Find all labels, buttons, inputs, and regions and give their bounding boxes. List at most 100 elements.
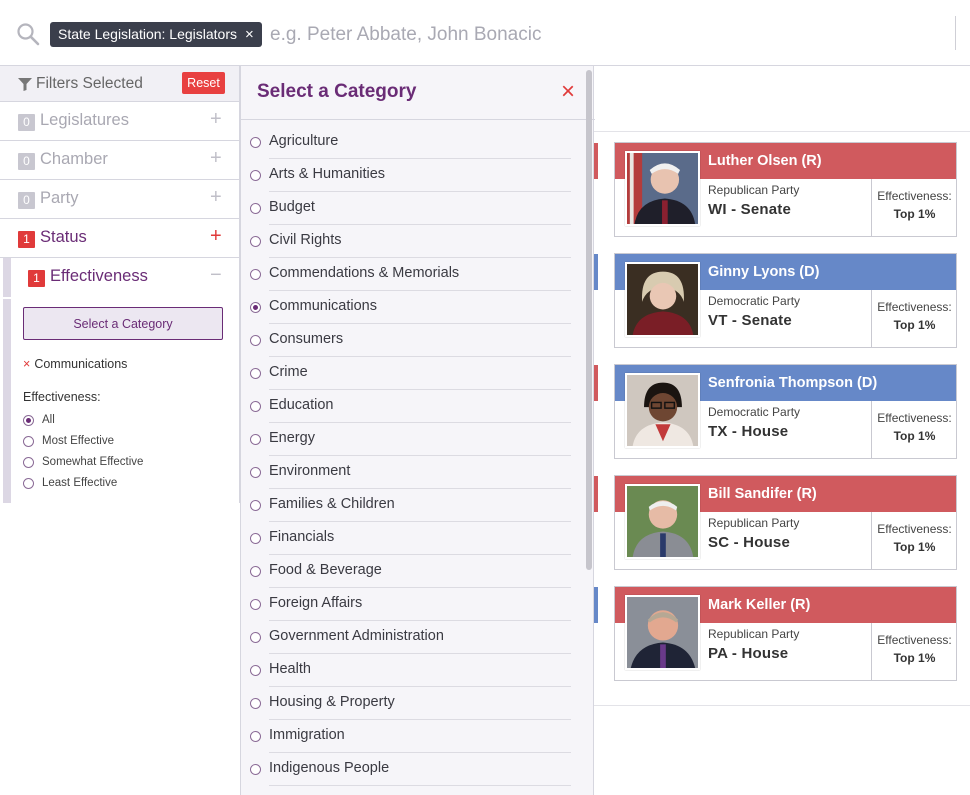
search-icon[interactable] [16, 22, 40, 46]
category-option[interactable]: Indigenous People [241, 753, 581, 786]
filter-count-badge: 1 [18, 231, 35, 248]
category-option[interactable]: Housing & Property [241, 687, 581, 720]
filter-row-status[interactable]: 1 Status + [0, 219, 239, 258]
plus-icon[interactable]: + [210, 186, 222, 208]
plus-icon[interactable]: + [210, 225, 222, 247]
filter-row-chamber[interactable]: 0 Chamber + [0, 141, 239, 180]
category-option-label: Families & Children [269, 496, 395, 512]
close-icon[interactable]: × [245, 26, 254, 43]
radio-selected-icon[interactable] [250, 302, 261, 313]
category-scrollbar[interactable] [586, 70, 592, 570]
radio-icon[interactable] [250, 170, 261, 181]
plus-icon[interactable]: + [210, 108, 222, 130]
legislator-card[interactable]: Senfronia Thompson (D) Democratic Party … [614, 364, 957, 459]
radio-icon[interactable] [250, 434, 261, 445]
category-option[interactable]: Civil Rights [241, 225, 581, 258]
category-option[interactable]: Arts & Humanities [241, 159, 581, 192]
legislator-card[interactable]: Luther Olsen (R) Republican Party WI - S… [614, 142, 957, 237]
category-option[interactable]: Immigration [241, 720, 581, 753]
radio-icon[interactable] [250, 665, 261, 676]
category-option[interactable]: Families & Children [241, 489, 581, 522]
radio-icon[interactable] [250, 203, 261, 214]
legislator-card[interactable]: Bill Sandifer (R) Republican Party SC - … [614, 475, 957, 570]
legislator-card[interactable]: Ginny Lyons (D) Democratic Party VT - Se… [614, 253, 957, 348]
effectiveness-option-least[interactable]: Least Effective [23, 477, 117, 489]
radio-icon[interactable] [250, 566, 261, 577]
radio-icon[interactable] [23, 435, 34, 447]
radio-icon[interactable] [250, 764, 261, 775]
legislator-party: Republican Party [708, 627, 800, 641]
filter-count-badge: 0 [18, 114, 35, 131]
radio-icon[interactable] [23, 477, 34, 489]
category-divider [269, 587, 571, 588]
category-option[interactable]: Budget [241, 192, 581, 225]
category-option[interactable]: Crime [241, 357, 581, 390]
effectiveness-option-most[interactable]: Most Effective [23, 435, 114, 447]
category-divider [269, 653, 571, 654]
category-dropdown-title: Select a Category [257, 81, 417, 102]
radio-icon[interactable] [250, 236, 261, 247]
filter-label: Chamber [40, 150, 108, 168]
radio-icon[interactable] [250, 500, 261, 511]
category-option-label: Foreign Affairs [269, 595, 363, 611]
category-divider [269, 455, 571, 456]
effectiveness-option-somewhat[interactable]: Somewhat Effective [23, 456, 143, 468]
radio-icon[interactable] [250, 599, 261, 610]
radio-icon[interactable] [250, 335, 261, 346]
category-option[interactable]: Health [241, 654, 581, 687]
category-option[interactable]: Financials [241, 522, 581, 555]
category-option[interactable]: Education [241, 390, 581, 423]
search-token: State Legislation: Legislators × [50, 22, 262, 47]
plus-icon[interactable]: + [210, 147, 222, 169]
legislator-party: Democratic Party [708, 405, 801, 419]
filter-row-effectiveness[interactable]: 1 Effectiveness − [0, 258, 239, 297]
category-option-label: Arts & Humanities [269, 166, 386, 182]
radio-icon[interactable] [23, 456, 34, 468]
radio-icon[interactable] [250, 731, 261, 742]
legislator-district: VT - Senate [708, 312, 792, 329]
category-option-label: Environment [269, 463, 351, 479]
active-accent-bar [3, 258, 11, 297]
reset-button[interactable]: Reset [182, 72, 225, 94]
filter-row-party[interactable]: 0 Party + [0, 180, 239, 219]
remove-category-icon[interactable]: × [23, 357, 31, 371]
category-option[interactable]: Communications [241, 291, 581, 324]
category-divider [269, 389, 571, 390]
category-option[interactable]: Foreign Affairs [241, 588, 581, 621]
filter-row-legislatures[interactable]: 0 Legislatures + [0, 102, 239, 141]
results-divider-bottom [594, 705, 970, 706]
filters-header: Filters Selected Reset [0, 66, 239, 102]
filter-label: Status [40, 228, 87, 246]
close-icon[interactable]: × [561, 78, 576, 105]
radio-icon[interactable] [250, 467, 261, 478]
radio-selected-icon[interactable] [23, 414, 34, 426]
radio-icon[interactable] [250, 632, 261, 643]
radio-icon[interactable] [250, 269, 261, 280]
radio-icon[interactable] [250, 401, 261, 412]
radio-icon[interactable] [250, 368, 261, 379]
effectiveness-option-all[interactable]: All [23, 414, 55, 426]
legislator-photo [625, 373, 700, 448]
category-option[interactable]: Consumers [241, 324, 581, 357]
category-divider [269, 521, 571, 522]
option-label: Somewhat Effective [42, 456, 144, 468]
effectiveness-value: Top 1% [893, 429, 936, 443]
radio-icon[interactable] [250, 698, 261, 709]
category-option[interactable]: Commendations & Memorials [241, 258, 581, 291]
radio-icon[interactable] [250, 137, 261, 148]
effectiveness-label: Effectiveness: [877, 300, 952, 314]
legislator-district: WI - Senate [708, 201, 792, 218]
radio-icon[interactable] [250, 533, 261, 544]
minus-icon[interactable]: − [210, 264, 222, 286]
category-option-label: Budget [269, 199, 315, 215]
category-option[interactable]: Food & Beverage [241, 555, 581, 588]
category-option[interactable]: Agriculture [241, 126, 581, 159]
category-option[interactable]: Energy [241, 423, 581, 456]
legislator-card[interactable]: Mark Keller (R) Republican Party PA - Ho… [614, 586, 957, 681]
category-option[interactable]: Government Administration [241, 621, 581, 654]
search-input[interactable] [270, 20, 930, 50]
chosen-category-label: Communications [34, 357, 128, 371]
select-category-button[interactable]: Select a Category [23, 307, 223, 340]
effectiveness-label: Effectiveness: [877, 633, 952, 647]
category-option[interactable]: Environment [241, 456, 581, 489]
